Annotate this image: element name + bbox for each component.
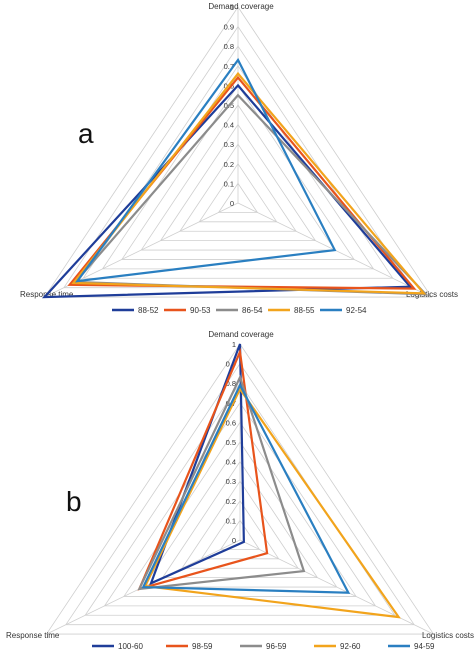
legend-label: 94-59 — [414, 642, 435, 651]
grid-ring — [181, 480, 299, 569]
grid-ring — [103, 402, 377, 607]
axis-title: Demand coverage — [208, 330, 274, 339]
tick-label: 0.9 — [226, 360, 236, 369]
axis-title: Response time — [6, 631, 60, 640]
legend-label: 86-54 — [242, 306, 263, 315]
legend-label: 88-55 — [294, 306, 315, 315]
tick-label: 0.4 — [224, 121, 234, 130]
grid-ring — [219, 519, 261, 550]
legend-label: 92-60 — [340, 642, 361, 651]
grid-ring — [200, 500, 280, 560]
grid-ring — [159, 123, 317, 242]
tick-label: 0.8 — [226, 379, 236, 388]
legend-label: 100-60 — [118, 642, 143, 651]
legend-label: 90-53 — [190, 306, 211, 315]
axis-title: Demand coverage — [208, 2, 274, 11]
grid-ring — [82, 45, 394, 279]
tick-label: 0.4 — [226, 458, 236, 467]
tick-label: 1 — [232, 340, 236, 349]
grid-ring — [140, 104, 336, 251]
panel-label: a — [78, 118, 94, 149]
series-polygon-1 — [149, 343, 245, 586]
series-polygon-4 — [143, 386, 401, 619]
grid-ring — [45, 343, 435, 635]
legend-label: 92-54 — [346, 306, 367, 315]
grid-ring — [198, 163, 278, 223]
series-polygon-2 — [137, 347, 269, 591]
axis-spoke — [239, 539, 434, 635]
tick-label: 0.5 — [226, 438, 236, 447]
tick-label: 0.7 — [224, 62, 234, 71]
tick-label: 0.3 — [226, 477, 236, 486]
tick-label: 0.6 — [226, 418, 236, 427]
tick-label: 0.1 — [224, 179, 234, 188]
series-polygon-3 — [137, 374, 306, 591]
axis-title: Logistics costs — [406, 290, 458, 299]
tick-label: 1 — [230, 3, 234, 12]
legend: 100-60 98-59 96-59 92-60 94-59 — [92, 642, 435, 651]
tick-label: 0.1 — [226, 516, 236, 525]
grid-ring — [142, 441, 338, 588]
legend-label: 88-52 — [138, 306, 159, 315]
grid-ring — [217, 182, 259, 213]
grid-ring — [43, 6, 433, 298]
legend: 88-52 90-53 86-54 88-55 92-54 — [112, 306, 367, 315]
grid-ring — [179, 143, 297, 232]
axis-title: Logistics costs — [422, 631, 474, 640]
tick-label: 0 — [232, 536, 236, 545]
legend-label: 96-59 — [266, 642, 287, 651]
panel-label: b — [66, 486, 82, 517]
tick-label: 0.3 — [224, 140, 234, 149]
tick-label: 0.8 — [224, 42, 234, 51]
tick-label: 0.2 — [224, 160, 234, 169]
series-polygon-5 — [141, 382, 351, 594]
legend-label: 98-59 — [192, 642, 213, 651]
series-polygon-5 — [75, 57, 337, 283]
grid-ring — [65, 362, 415, 626]
tick-label: 0.9 — [224, 23, 234, 32]
tick-label: 0.2 — [226, 497, 236, 506]
series-polygon-4 — [71, 71, 427, 295]
tick-label: 0 — [230, 199, 234, 208]
